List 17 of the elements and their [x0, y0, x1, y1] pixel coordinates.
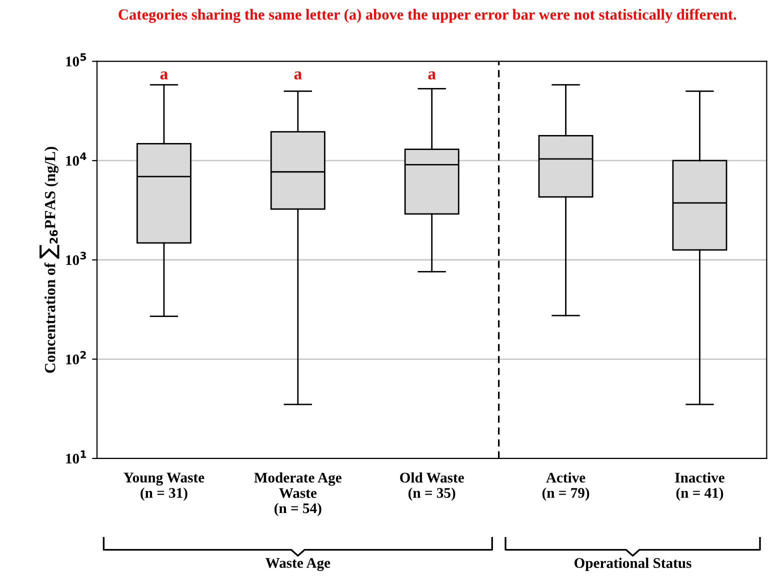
annotation: a [160, 71, 168, 80]
chart-title: Categories sharing the same letter (a) above the upper error bar were not statistically different. [118, 8, 736, 23]
x-tick-label: Inactive (n = 41) [675, 472, 724, 501]
x-tick-label: Moderate Age Waste (n = 54) [254, 472, 342, 516]
y-tick-label: 10$^{4}$ [66, 152, 86, 166]
text: Waste Age [266, 558, 330, 571]
y-tick-label: 10$^{3}$ [66, 252, 86, 266]
y-tick-label: 10$^{2}$ [66, 351, 86, 364]
y-tick-label: 10$^{5}$ [66, 53, 86, 66]
annotation: a [294, 71, 302, 80]
annotation: a [428, 71, 436, 80]
x-tick-label: Active (n = 79) [542, 472, 590, 501]
x-tick-label: Young Waste (n = 31) [124, 472, 204, 501]
y-axis-title: Concentration of ∑$_{26}$PFAS (ng/L) [40, 146, 60, 373]
y-tick-label: 10$^{1}$ [66, 450, 86, 464]
x-tick-label: Old Waste (n = 35) [400, 472, 464, 501]
text: Operational Status [574, 558, 692, 571]
